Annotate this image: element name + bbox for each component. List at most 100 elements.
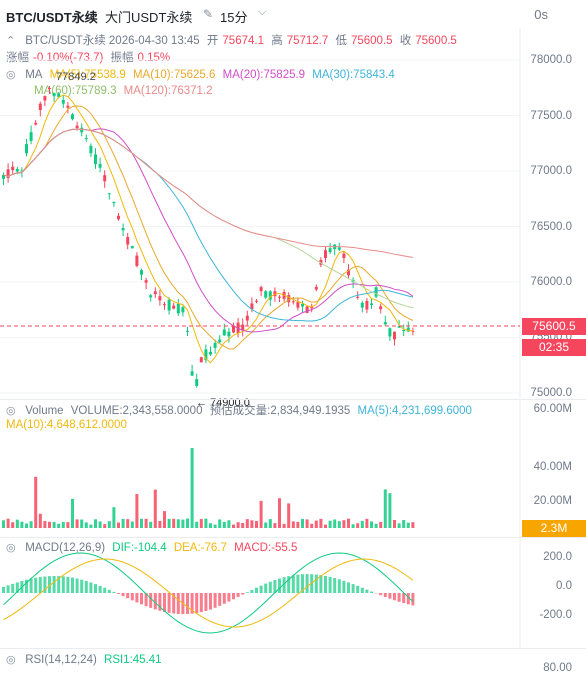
volume-bar xyxy=(236,522,240,528)
candle xyxy=(337,247,341,250)
price-axis-label: 78000.0 xyxy=(530,54,572,66)
candle xyxy=(117,215,120,220)
volume-bar xyxy=(199,519,203,528)
low-marker-value: 74900.0 xyxy=(210,397,250,409)
candle xyxy=(172,305,176,309)
volume-bar xyxy=(25,523,28,528)
dea-line xyxy=(3,558,414,628)
macd-bar xyxy=(301,574,304,593)
edit-icon[interactable]: ✎ xyxy=(203,7,214,21)
timeframe-selector[interactable]: 15分 xyxy=(220,10,248,25)
macd-bar xyxy=(190,593,194,614)
macd-bar xyxy=(34,577,38,593)
candlestick-chart[interactable] xyxy=(0,0,586,400)
candle xyxy=(250,303,254,310)
candle xyxy=(181,307,185,313)
macd-bar xyxy=(186,593,189,615)
volume-bar xyxy=(245,519,249,528)
volume-bar xyxy=(158,520,162,528)
macd-bar xyxy=(117,593,120,594)
volume-bar xyxy=(374,523,378,528)
volume-bar xyxy=(204,518,208,528)
chevron-down-icon[interactable]: ⌵ xyxy=(258,6,267,18)
macd-bar xyxy=(149,593,153,608)
volume-bar xyxy=(52,521,56,528)
volume-axis-label: 20.00M xyxy=(533,495,572,507)
volume-bar xyxy=(172,518,176,528)
ma10-line xyxy=(3,105,414,350)
pane-divider xyxy=(0,537,586,538)
macd-bar xyxy=(52,576,56,593)
candle xyxy=(98,163,102,168)
eye-icon[interactable]: ◎ xyxy=(6,654,16,666)
macd-chart[interactable] xyxy=(0,538,586,648)
macd-bar xyxy=(158,593,162,611)
candle xyxy=(213,342,217,348)
macd-bar xyxy=(57,576,61,593)
volume-bar xyxy=(337,521,341,528)
candle xyxy=(34,122,38,125)
candle xyxy=(75,125,79,129)
candle xyxy=(190,371,194,376)
macd-bar xyxy=(199,593,203,613)
candle xyxy=(259,287,263,292)
candle xyxy=(305,306,309,313)
volume-bar xyxy=(351,524,355,528)
candle xyxy=(38,103,42,111)
eye-icon[interactable]: ◎ xyxy=(6,69,16,81)
macd-dif: DIF:-104.4 xyxy=(112,542,167,554)
macd-bar xyxy=(305,574,309,593)
ma120-value: MA(120):76371.2 xyxy=(123,85,213,97)
volume-bar xyxy=(149,521,153,528)
volume-bar xyxy=(94,519,97,528)
macd-bar xyxy=(245,592,249,593)
macd-bar xyxy=(6,585,10,593)
volume-bar xyxy=(48,521,51,528)
macd-bar xyxy=(402,593,406,604)
pane-divider xyxy=(0,648,586,649)
macd-bar xyxy=(75,578,79,593)
macd-bar xyxy=(222,593,226,604)
volume-bar xyxy=(319,518,323,528)
candle xyxy=(144,280,148,283)
candle xyxy=(112,202,116,204)
macd-bar xyxy=(121,593,125,597)
candle xyxy=(411,330,415,332)
estimated-volume: 预估成交量:2,834,949.1935 xyxy=(209,405,351,417)
volume-chart[interactable] xyxy=(0,400,586,540)
volume-bar xyxy=(218,519,222,528)
candle xyxy=(209,351,212,355)
volume-bar xyxy=(259,500,263,528)
volume-bar xyxy=(324,524,327,528)
macd-bar xyxy=(11,583,15,593)
eye-icon[interactable]: ◎ xyxy=(6,405,16,417)
collapse-chevron-icon[interactable]: ⌃ xyxy=(6,35,16,47)
candle xyxy=(264,291,268,298)
macd-bar xyxy=(38,577,42,593)
candle xyxy=(84,138,88,140)
ma20-value: MA(20):75825.9 xyxy=(222,69,306,81)
candle xyxy=(324,250,327,258)
macd-bar xyxy=(393,593,396,601)
candle xyxy=(66,105,70,108)
macd-bar xyxy=(126,593,130,599)
volume-bar xyxy=(273,523,277,528)
macd-bar xyxy=(333,577,337,593)
candle xyxy=(360,302,364,308)
candle xyxy=(57,93,61,98)
volume-bar xyxy=(213,524,217,528)
candle xyxy=(328,248,332,253)
macd-bar xyxy=(89,582,93,593)
macd-bar xyxy=(356,585,360,593)
macd-bar xyxy=(328,576,332,593)
low-marker: ← 74900.0 xyxy=(196,397,250,409)
volume-bar xyxy=(264,522,268,528)
volume-bar xyxy=(38,513,42,528)
symbol-title[interactable]: BTC/USDT永续 xyxy=(6,10,98,25)
macd-bar xyxy=(342,580,346,593)
eye-icon[interactable]: ◎ xyxy=(6,542,16,554)
macd-bar xyxy=(153,593,157,610)
candle xyxy=(241,324,245,331)
candle xyxy=(195,379,199,386)
candle xyxy=(94,154,97,165)
